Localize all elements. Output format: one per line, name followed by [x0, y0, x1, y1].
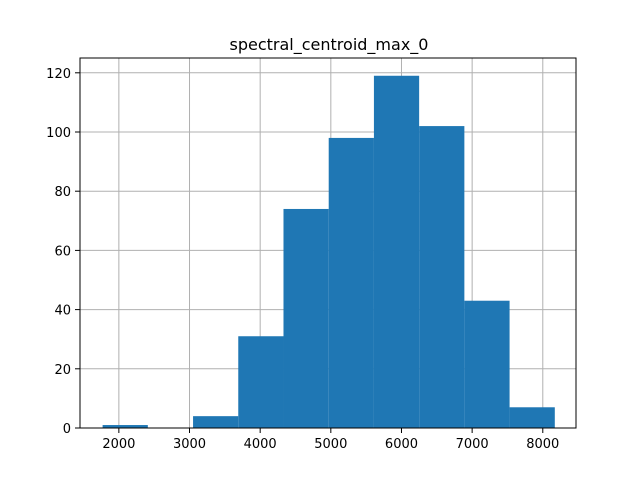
histogram-bar	[419, 126, 465, 428]
histogram-bar	[238, 336, 284, 428]
plot-frame	[79, 57, 577, 429]
x-tick-label: 6000	[385, 437, 418, 452]
x-tick-label: 4000	[244, 437, 277, 452]
chart-title: spectral_centroid_max_0	[230, 35, 429, 55]
y-tick-label: 20	[54, 363, 71, 378]
y-tick-label: 60	[54, 244, 71, 259]
x-tick-label: 7000	[456, 437, 489, 452]
bars-layer	[102, 75, 555, 429]
x-tick-label: 2000	[102, 437, 135, 452]
histogram-bar	[193, 416, 239, 428]
axes-layer: 2000 3000 4000 5000 6000 7000 8000 0 20 40 60 80 100…	[46, 57, 577, 452]
histogram-bar	[328, 137, 374, 429]
y-tick-label: 40	[54, 304, 71, 319]
y-tick-label: 0	[63, 422, 71, 437]
y-tick-label: 100	[46, 126, 71, 141]
y-tick-label: 80	[54, 185, 71, 200]
y-tick-label: 120	[46, 67, 71, 82]
x-tick-label: 5000	[314, 437, 347, 452]
histogram-bar	[102, 425, 148, 428]
histogram-bar	[509, 407, 555, 428]
histogram-bar	[283, 208, 329, 428]
x-tick-label: 8000	[526, 437, 559, 452]
histogram-bar	[373, 75, 420, 428]
histogram-bar	[464, 300, 510, 428]
x-tick-label: 3000	[173, 437, 206, 452]
